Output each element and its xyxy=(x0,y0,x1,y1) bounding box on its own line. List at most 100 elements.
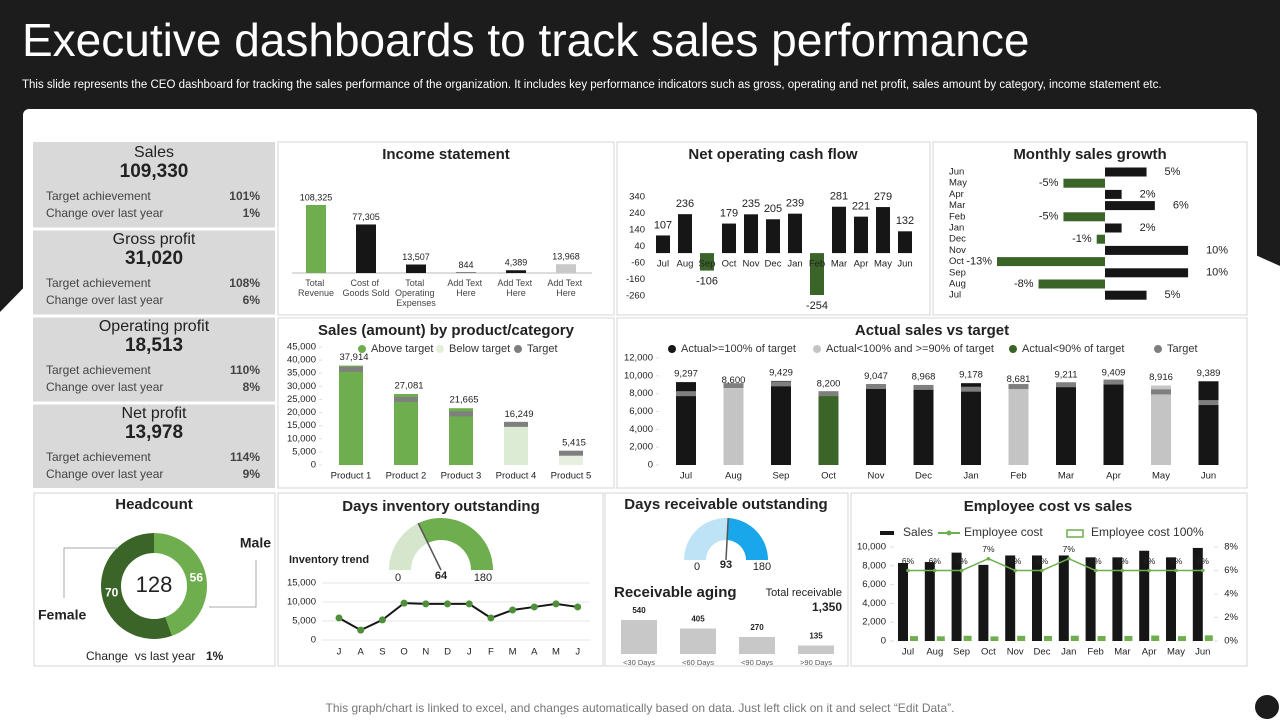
y2-tick-label: 4% xyxy=(1224,589,1238,600)
panel-title: Net operating cash flow xyxy=(688,146,858,163)
value-label: 6% xyxy=(1173,200,1189,212)
y2-tick-label: 0% xyxy=(1224,636,1238,647)
panel-title: Employee cost vs sales xyxy=(964,498,1132,515)
x-tick-label: N xyxy=(422,647,429,658)
bar xyxy=(924,562,935,641)
kpi-label: Gross profit xyxy=(113,231,196,248)
value-label: 16,249 xyxy=(504,409,533,420)
bar xyxy=(798,645,834,654)
x-tick-label: Jul xyxy=(680,471,692,482)
x-tick-label: Mar xyxy=(1114,647,1130,658)
y-tick-label: May xyxy=(949,178,967,189)
y-tick-label: 15,000 xyxy=(287,578,316,589)
bar xyxy=(1038,279,1105,289)
bar xyxy=(1105,201,1155,211)
bar xyxy=(1063,212,1105,222)
x-tick-label: S xyxy=(379,647,385,658)
bar xyxy=(913,385,934,465)
bar xyxy=(1105,167,1147,177)
value-label: 279 xyxy=(874,191,892,203)
value-label: 9,211 xyxy=(1054,369,1077,380)
total-value: 1,350 xyxy=(812,600,842,614)
x-tick-label: Add Text Here xyxy=(447,278,484,298)
value-label: 2% xyxy=(1140,188,1156,200)
y-tick-label: 140 xyxy=(629,225,645,236)
bar xyxy=(1139,550,1150,641)
kpi-row-value: 114% xyxy=(230,450,260,464)
trend-point xyxy=(487,614,495,622)
x-tick-label: Cost of Goods Sold xyxy=(342,278,389,298)
kpi-value: 18,513 xyxy=(125,335,183,356)
legend-swatch xyxy=(946,530,952,536)
y-tick-label: 6,000 xyxy=(629,406,653,417)
target-marker xyxy=(1008,384,1029,390)
gauge-value xyxy=(389,523,428,570)
legend-swatch xyxy=(1154,345,1162,353)
panel-title: Days inventory outstanding xyxy=(342,498,540,515)
bar xyxy=(1005,555,1016,641)
y-tick-label: 240 xyxy=(629,208,645,219)
label-line: Here xyxy=(456,288,476,298)
panel-title: Headcount xyxy=(115,496,193,513)
bar xyxy=(621,620,657,654)
legend-swatch xyxy=(1009,345,1017,353)
bar xyxy=(1063,178,1105,188)
bar xyxy=(356,224,376,273)
connector xyxy=(63,547,118,598)
bar xyxy=(1070,635,1079,641)
legend-label: Sales xyxy=(903,525,933,539)
legend-label: Actual<90% of target xyxy=(1022,343,1124,355)
legend-label: Target xyxy=(527,343,558,355)
point xyxy=(959,568,964,573)
x-tick-label: Oct xyxy=(981,647,996,658)
x-tick-label: J xyxy=(575,647,580,658)
value-label: 108,325 xyxy=(300,192,333,202)
panel-title: Monthly sales growth xyxy=(1013,146,1166,163)
point xyxy=(1013,568,1017,573)
value-label: 9,047 xyxy=(864,371,888,382)
bar xyxy=(810,253,824,296)
x-tick-label: Dec xyxy=(1034,647,1051,658)
value-label: -5% xyxy=(1039,211,1059,223)
bar xyxy=(1198,381,1219,465)
sub-title: Receivable aging xyxy=(614,584,737,601)
label-line: Total xyxy=(305,278,327,288)
trend-point xyxy=(422,600,430,608)
bar xyxy=(898,562,908,641)
bar xyxy=(910,636,918,641)
kpi-row-label: Target achievement xyxy=(46,363,151,377)
panel-title: Sales (amount) by product/category xyxy=(318,322,575,339)
bar xyxy=(854,216,868,254)
legend-swatch xyxy=(813,345,821,353)
y-tick-label: 45,000 xyxy=(287,342,316,353)
value-label: 5,415 xyxy=(562,437,586,448)
y-tick-label: 15,000 xyxy=(287,420,316,431)
y-tick-label: 6,000 xyxy=(862,579,886,590)
total-label: Total receivable xyxy=(766,587,842,599)
bar xyxy=(990,636,999,641)
bar xyxy=(678,214,692,254)
kpi-row-label: Change over last year xyxy=(46,380,163,394)
kpi-row-value: 101% xyxy=(229,189,260,203)
y-tick-label: Mar xyxy=(949,200,965,211)
bar xyxy=(406,264,426,273)
x-tick-label: <30 Days xyxy=(623,658,655,667)
legend-swatch xyxy=(668,345,676,353)
value-label: 9,389 xyxy=(1197,368,1221,379)
slice-label: 70 xyxy=(105,586,119,600)
bar xyxy=(700,253,714,271)
kpi-row-value: 1% xyxy=(243,206,261,220)
value-label: 270 xyxy=(750,623,764,632)
kpi-row-value: 6% xyxy=(243,293,261,307)
panel-title: Days receivable outstanding xyxy=(624,496,827,513)
y-tick-label: Jul xyxy=(949,290,961,301)
x-tick-label: Apr xyxy=(1142,647,1157,658)
x-tick-label: Jun xyxy=(1195,647,1210,658)
bar xyxy=(456,272,476,273)
x-tick-label: Mar xyxy=(831,259,847,270)
target-marker xyxy=(559,450,583,456)
kpi-separator xyxy=(33,227,275,231)
sub-title: Inventory trend xyxy=(289,554,369,566)
x-tick-label: Oct xyxy=(722,259,737,270)
x-tick-label: Jan xyxy=(1061,647,1076,658)
